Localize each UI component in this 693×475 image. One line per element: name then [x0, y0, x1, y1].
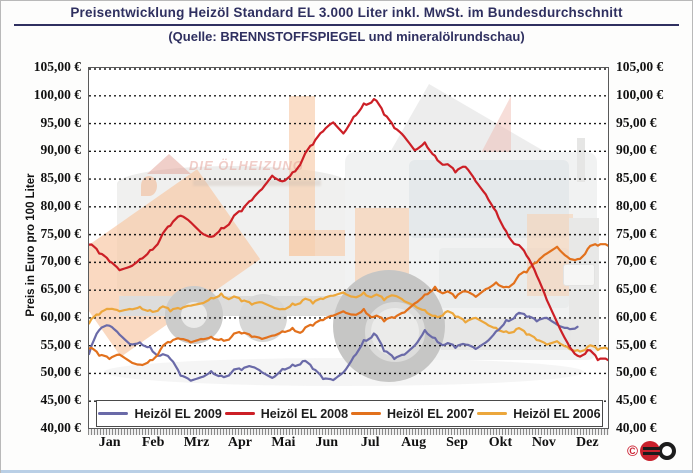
series-line-2008: [89, 98, 608, 362]
y-tick-label-left: 80,00 €: [40, 197, 82, 213]
title-underline: [14, 24, 679, 26]
y-tick-label-left: 75,00 €: [40, 225, 82, 241]
x-tick-label: Feb: [141, 435, 165, 450]
y-tick-label-right: 85,00 €: [616, 170, 657, 186]
legend-label: Heizöl EL 2007: [386, 406, 475, 421]
legend-item: Heizöl EL 2008: [224, 406, 349, 421]
plot-area: DIE ÖLHEIZUNG: [88, 67, 609, 428]
y-tick-label-left: 95,00 €: [40, 114, 82, 130]
series-line-2009: [89, 311, 579, 382]
y-tick-label-left: 45,00 €: [40, 392, 82, 408]
truck-orange-graphic: [289, 96, 315, 256]
bottom-edge-strip: [1, 470, 692, 473]
y-tick-label-right: 60,00 €: [616, 308, 657, 324]
y-tick-label-right: 45,00 €: [616, 392, 657, 408]
legend-line-icon: [350, 412, 381, 415]
watermark-tagline-blur: [193, 180, 321, 186]
legend-line-icon: [477, 412, 508, 415]
y-tick-label-left: 100,00 €: [33, 86, 81, 102]
y-tick-label-right: 65,00 €: [616, 281, 657, 297]
y-tick-label-right: 105,00 €: [616, 59, 664, 74]
y-tick-label-right: 55,00 €: [616, 336, 657, 352]
x-tick-label: Jun: [315, 435, 339, 450]
y-tick-label-left: 40,00 €: [40, 420, 82, 435]
publisher-ring-icon: [658, 442, 677, 460]
truck-mirror: [577, 138, 585, 182]
y-tick-label-right: 75,00 €: [616, 225, 657, 241]
y-tick-label-right: 100,00 €: [616, 86, 664, 102]
copyright-icon: ©: [627, 442, 639, 460]
y-tick-label-right: 95,00 €: [616, 114, 657, 130]
legend-item: Heizöl EL 2006: [477, 406, 601, 421]
chart-subtitle: (Quelle: BRENNSTOFFSPIEGEL und mineralöl…: [168, 29, 525, 44]
legend-label: Heizöl EL 2009: [134, 406, 222, 421]
chart-title: Preisentwicklung Heizöl Standard EL 3.00…: [70, 5, 623, 20]
legend-label: Heizöl EL 2008: [260, 406, 349, 421]
plot-svg: [89, 68, 608, 402]
y-tick-label-right: 50,00 €: [616, 364, 657, 380]
y-tick-label-left: 65,00 €: [40, 281, 82, 297]
legend-line-icon: [98, 412, 129, 415]
y-tick-label-left: 60,00 €: [40, 308, 82, 324]
series-line-2007: [89, 243, 608, 367]
y-tick-label-left: 90,00 €: [40, 142, 82, 158]
truck-tank-body: [117, 180, 349, 296]
x-tick-label: Aug: [401, 435, 427, 450]
x-tick-label: Sep: [446, 435, 468, 450]
oelheizung-flame-icon: [141, 176, 157, 196]
y-tick-label-left: 50,00 €: [40, 364, 82, 380]
truck-photo-watermark: DIE ÖLHEIZUNG: [89, 68, 608, 428]
truck-grille: [439, 248, 569, 308]
legend-line-icon: [224, 412, 255, 415]
legend-item: Heizöl EL 2009: [98, 406, 222, 421]
series-line-2006: [89, 291, 608, 353]
oelheizung-roof-icon: [147, 154, 191, 174]
x-tick-label: Apr: [227, 435, 253, 450]
x-tick-label: Nov: [531, 435, 556, 450]
truck-front-wheel-hub: [365, 302, 425, 362]
y-tick-label-left: 105,00 €: [33, 59, 81, 74]
y-tick-label-left: 70,00 €: [40, 253, 82, 269]
legend-box: Heizöl EL 2009 Heizöl EL 2008 Heizöl EL 20…: [96, 400, 603, 427]
x-tick-label: Mrz: [183, 435, 210, 450]
legend-label: Heizöl EL 2006: [513, 406, 601, 421]
legend-item: Heizöl EL 2007: [350, 406, 475, 421]
x-tick-label: Jan: [98, 435, 121, 450]
y-tick-label-right: 80,00 €: [616, 197, 657, 213]
x-tick-label: Jul: [360, 435, 380, 450]
y-tick-label-left: 85,00 €: [40, 170, 82, 186]
y-tick-label-right: 90,00 €: [616, 142, 657, 158]
x-tick-label: Dez: [576, 435, 599, 450]
watermark-brand-text: DIE ÖLHEIZUNG: [189, 158, 304, 173]
copyright-logo: ©: [627, 438, 689, 464]
y-tick-label-right: 40,00 €: [616, 420, 657, 435]
x-tick-label: Mai: [271, 435, 296, 450]
y-tick-label-left: 55,00 €: [40, 336, 82, 352]
x-axis-tick-band: [88, 428, 609, 435]
x-tick-label: Okt: [488, 435, 513, 450]
publisher-disc-icon: [640, 441, 662, 461]
truck-headlight: [563, 264, 595, 286]
y-tick-label-right: 70,00 €: [616, 253, 657, 269]
